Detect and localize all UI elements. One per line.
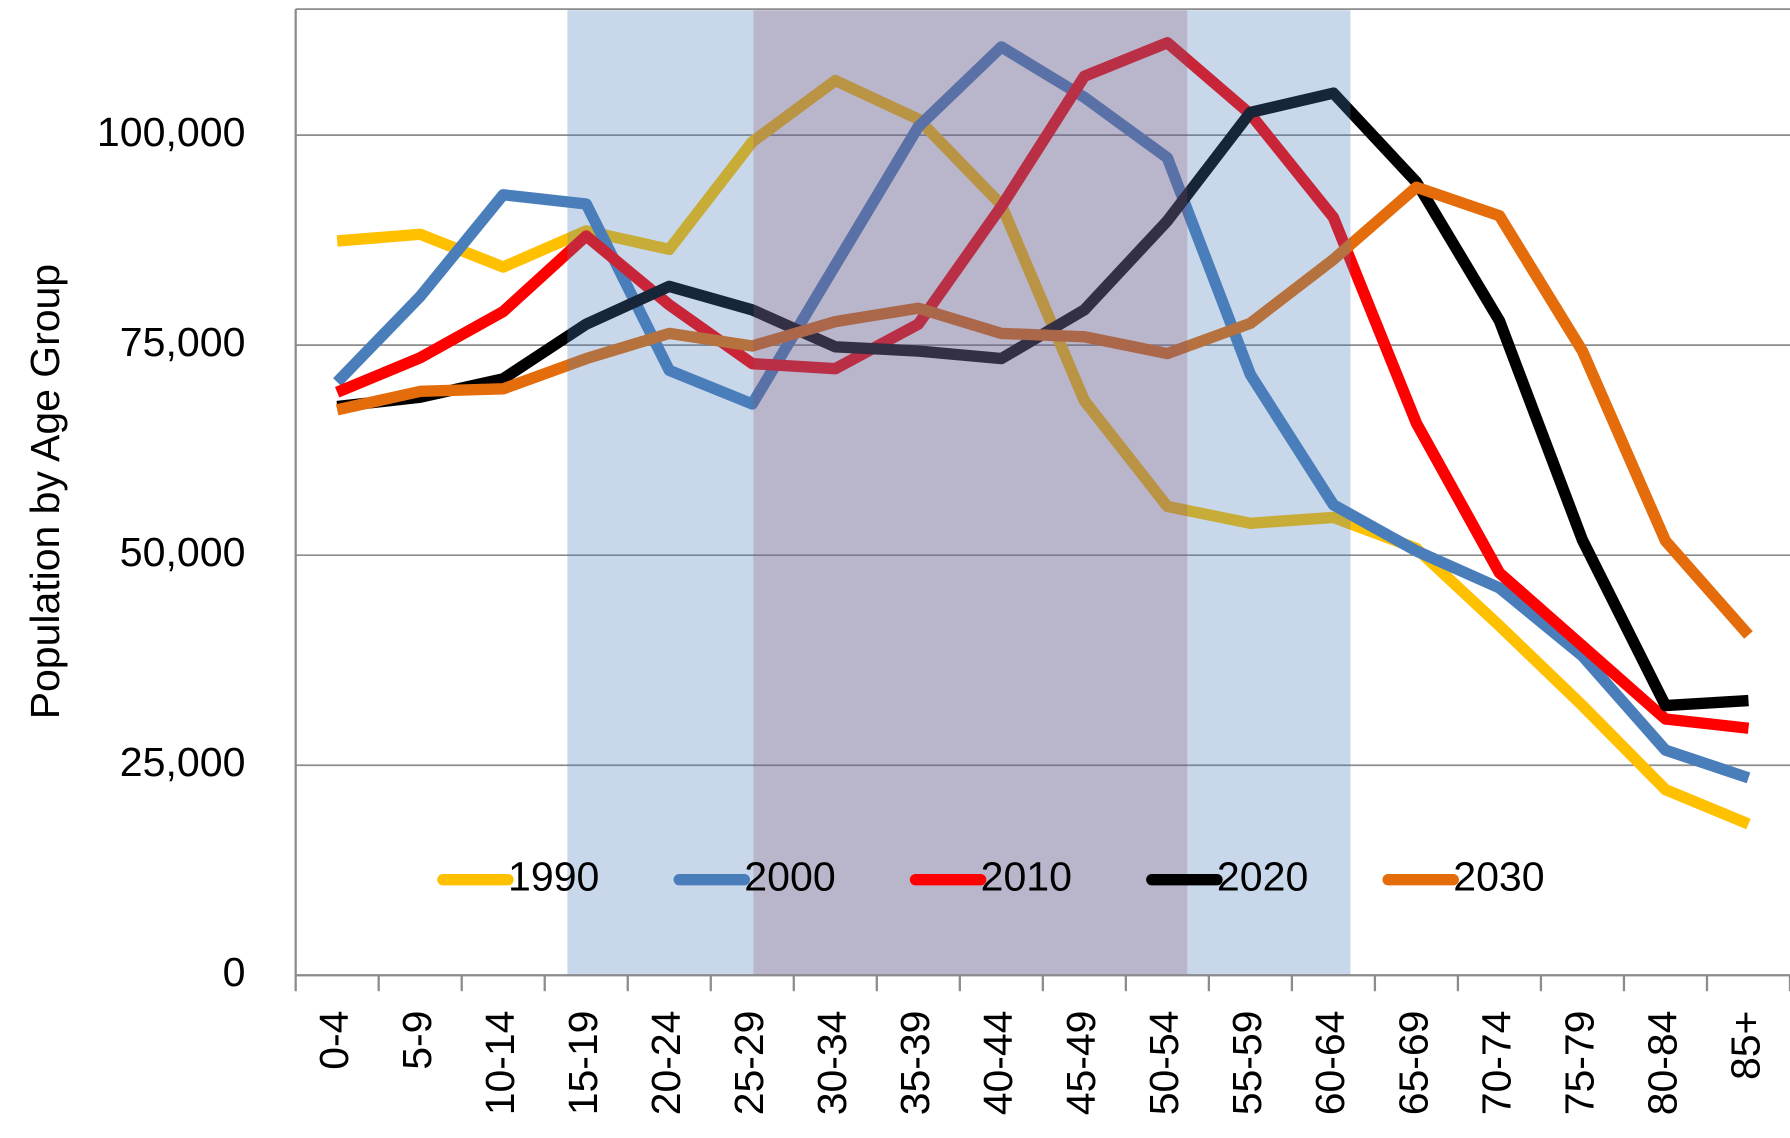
x-tick-label: 30-34 bbox=[809, 1011, 855, 1116]
legend-label: 2000 bbox=[744, 854, 835, 900]
series-line bbox=[335, 181, 1753, 639]
y-axis-title: Population by Age Group bbox=[22, 264, 68, 719]
y-tick-label: 75,000 bbox=[120, 319, 246, 365]
shaded-region bbox=[753, 10, 1188, 976]
x-tick-label: 60-64 bbox=[1307, 1011, 1353, 1116]
x-tick-label: 20-24 bbox=[643, 1011, 689, 1116]
series-line bbox=[334, 37, 1750, 734]
x-tick-label: 70-74 bbox=[1473, 1011, 1519, 1116]
series-line bbox=[336, 74, 1751, 830]
lines bbox=[333, 37, 1753, 830]
x-tick-label: 35-39 bbox=[892, 1011, 938, 1116]
x-tick-label: 45-49 bbox=[1058, 1011, 1104, 1116]
shaded-region bbox=[567, 10, 1351, 976]
axes: 0 25,000 50,000 75,000 100,000 0-4 5-9 10-14 15-… bbox=[97, 8, 1790, 1116]
x-tick-label: 50-54 bbox=[1141, 1011, 1187, 1116]
x-tick-label: 5-9 bbox=[394, 1011, 440, 1070]
y-tick-label: 25,000 bbox=[120, 739, 246, 785]
x-tick-label: 40-44 bbox=[975, 1011, 1021, 1116]
legend-label: 2020 bbox=[1217, 854, 1308, 900]
y-tick-label: 0 bbox=[223, 949, 246, 995]
x-tick-label: 75-79 bbox=[1556, 1011, 1602, 1116]
x-tick-label: 80-84 bbox=[1639, 1011, 1685, 1116]
series-line bbox=[333, 41, 1751, 784]
x-tick-label: 55-59 bbox=[1224, 1011, 1270, 1116]
x-tick-label: 0-4 bbox=[311, 1011, 357, 1070]
x-tick-label: 15-19 bbox=[560, 1011, 606, 1116]
legend-label: 2010 bbox=[981, 854, 1072, 900]
x-tick-label: 25-29 bbox=[726, 1011, 772, 1116]
x-tick-label: 65-69 bbox=[1390, 1011, 1436, 1116]
legend-label: 2030 bbox=[1453, 854, 1544, 900]
x-tick-label: 85+ bbox=[1722, 1011, 1768, 1080]
x-tick-label: 10-14 bbox=[477, 1011, 523, 1116]
y-tick-label: 50,000 bbox=[120, 529, 246, 575]
legend-label: 1990 bbox=[508, 854, 599, 900]
y-tick-label: 100,000 bbox=[97, 109, 245, 155]
